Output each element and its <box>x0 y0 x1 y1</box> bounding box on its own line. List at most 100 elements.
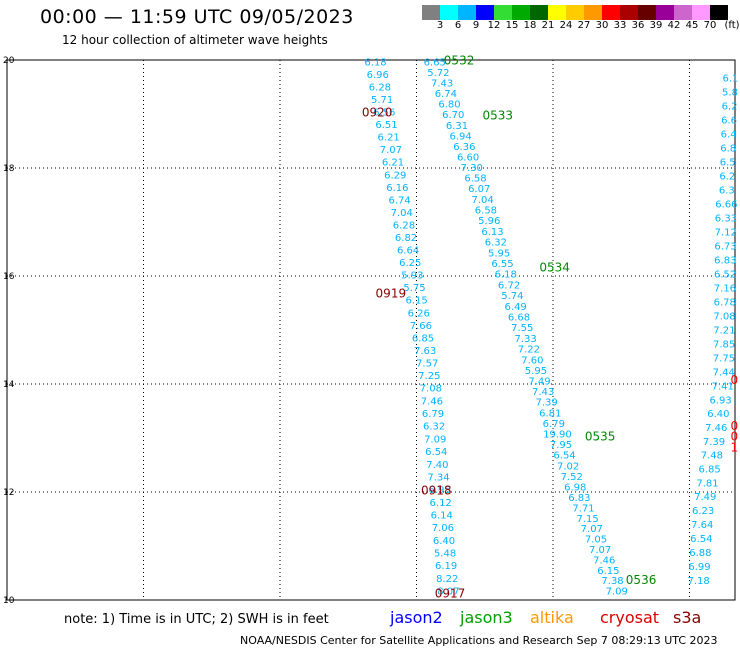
wave-height-value: 6.36 <box>453 142 475 153</box>
wave-height-value: 6.23 <box>692 506 714 517</box>
wave-height-value: 6.56 <box>373 108 395 119</box>
wave-height-value: 7.60 <box>521 355 543 366</box>
wave-height-value: 7.30 <box>461 163 483 174</box>
color-scale-label: 42 <box>667 20 681 31</box>
wave-height-value: 6.32 <box>485 238 507 249</box>
wave-height-value: 7.55 <box>511 323 533 334</box>
pass-time-label: 0920 <box>362 106 393 120</box>
color-scale-bar <box>422 5 728 20</box>
wave-height-value: 6.13 <box>481 227 503 238</box>
wave-height-value: 7.07 <box>581 524 603 535</box>
wave-height-value: 6.74 <box>435 89 457 100</box>
wave-height-value: 6.21 <box>378 133 400 144</box>
color-swatch <box>440 5 458 20</box>
color-scale-label: 33 <box>613 20 627 31</box>
pass-time-label: 0536 <box>626 573 657 587</box>
wave-height-value: 7.43 <box>532 387 554 398</box>
wave-height-value: 6.14 <box>431 511 453 522</box>
legend-jason2: jason2 <box>390 608 443 627</box>
wave-height-value: 6.70 <box>442 110 464 121</box>
wave-height-value: 6.64 <box>397 246 419 257</box>
wave-height-value: 6.93 <box>709 395 731 406</box>
wave-height-value: 6.88 <box>689 548 711 559</box>
wave-height-value: 6.98 <box>564 483 586 494</box>
color-scale-labels: 3 6 9 12 15 18 21 24 27 30 33 36 39 42 45 70 (ft) <box>422 20 740 34</box>
wave-height-value: 7.71 <box>572 503 594 514</box>
wave-height-value: 5.75 <box>403 283 425 294</box>
color-swatch <box>620 5 638 20</box>
wave-height-value: 7.38 <box>601 576 623 587</box>
wave-height-value: 6.58 <box>475 206 497 217</box>
color-swatch <box>638 5 656 20</box>
color-swatch <box>458 5 476 20</box>
wave-height-value: 5.95 <box>525 366 547 377</box>
wave-height-value: 6.8 <box>720 144 736 155</box>
pass-time-label: 0533 <box>482 108 513 122</box>
map-frame <box>6 59 736 601</box>
wave-height-value: 6.33 <box>715 214 737 225</box>
edge-time-label: 0 <box>730 419 738 433</box>
y-tick-label: 20 <box>3 56 15 66</box>
color-swatch <box>692 5 710 20</box>
wave-height-value: 7.09 <box>606 587 628 598</box>
color-scale-label: 15 <box>505 20 519 31</box>
color-swatch <box>602 5 620 20</box>
wave-height-value: 6.83 <box>568 493 590 504</box>
wave-height-value: 6.83 <box>714 256 736 267</box>
wave-height-value: 6.19 <box>435 561 457 572</box>
wave-height-value: 6.6 <box>721 116 737 127</box>
wave-height-value: 7.52 <box>561 472 583 483</box>
color-swatch <box>566 5 584 20</box>
x-tick-label: -177 <box>132 604 155 605</box>
wave-height-value: 7.34 <box>427 472 449 483</box>
pass-time-label: 0534 <box>539 261 570 275</box>
wave-height-value: 5.71 <box>371 95 393 106</box>
wave-height-value: 6.79 <box>422 409 444 420</box>
y-tick-label: 14 <box>3 380 15 390</box>
legend-altika: altika <box>530 608 574 627</box>
color-swatch <box>548 5 566 20</box>
x-tick-label: -171 <box>405 604 428 605</box>
wave-height-value: 5.48 <box>434 549 456 560</box>
page-title: 00:00 — 11:59 UTC 09/05/2023 <box>40 6 354 28</box>
wave-height-value: 7.09 <box>424 434 446 445</box>
pass-time-label: 0919 <box>376 287 407 301</box>
wave-height-value: 6.31 <box>446 121 468 132</box>
wave-height-value: 6.12 <box>430 498 452 509</box>
wave-height-value: 6.07 <box>468 184 490 195</box>
wave-height-value: 7.95 <box>550 440 572 451</box>
wave-height-map: -180-177-174-171-168-162018161412106.186… <box>0 53 738 605</box>
color-scale-label: (ft) <box>724 20 740 31</box>
wave-height-value: 6.15 <box>405 296 427 307</box>
color-swatch <box>476 5 494 20</box>
color-scale-label: 70 <box>703 20 717 31</box>
wave-height-value: 6.85 <box>412 333 434 344</box>
wave-height-value: 6.29 <box>384 170 406 181</box>
wave-height-value: 7.46 <box>705 423 727 434</box>
wave-height-value: 6.54 <box>425 447 447 458</box>
pass-time-label: 0532 <box>444 53 475 67</box>
wave-height-value: 6.66 <box>715 200 737 211</box>
legend-cryosat: cryosat <box>600 608 660 627</box>
color-scale-label: 30 <box>595 20 609 31</box>
wave-height-value: 7.43 <box>431 79 453 90</box>
wave-height-value: 6.18 <box>495 270 517 281</box>
color-swatch <box>674 5 692 20</box>
wave-height-value: 7.05 <box>585 535 607 546</box>
wave-height-value: 6.73 <box>714 242 736 253</box>
color-scale-label: 6 <box>454 20 462 31</box>
wave-height-value: 6.28 <box>393 220 415 231</box>
legend-s3a: s3a <box>673 608 702 627</box>
legend-jason3: jason3 <box>460 608 513 627</box>
wave-height-value: 7.07 <box>380 145 402 156</box>
wave-height-value: 6.54 <box>690 534 712 545</box>
wave-height-value: 6.85 <box>699 464 721 475</box>
wave-height-value: 5.95 <box>488 248 510 259</box>
wave-height-value: 7.46 <box>421 396 443 407</box>
pass-time-label: 0918 <box>421 484 452 498</box>
wave-height-value: 6.82 <box>395 233 417 244</box>
wave-height-value: 6.49 <box>505 302 527 313</box>
wave-height-value: 19.90 <box>543 430 572 441</box>
wave-height-value: 7.18 <box>687 576 709 587</box>
color-swatch <box>422 5 440 20</box>
